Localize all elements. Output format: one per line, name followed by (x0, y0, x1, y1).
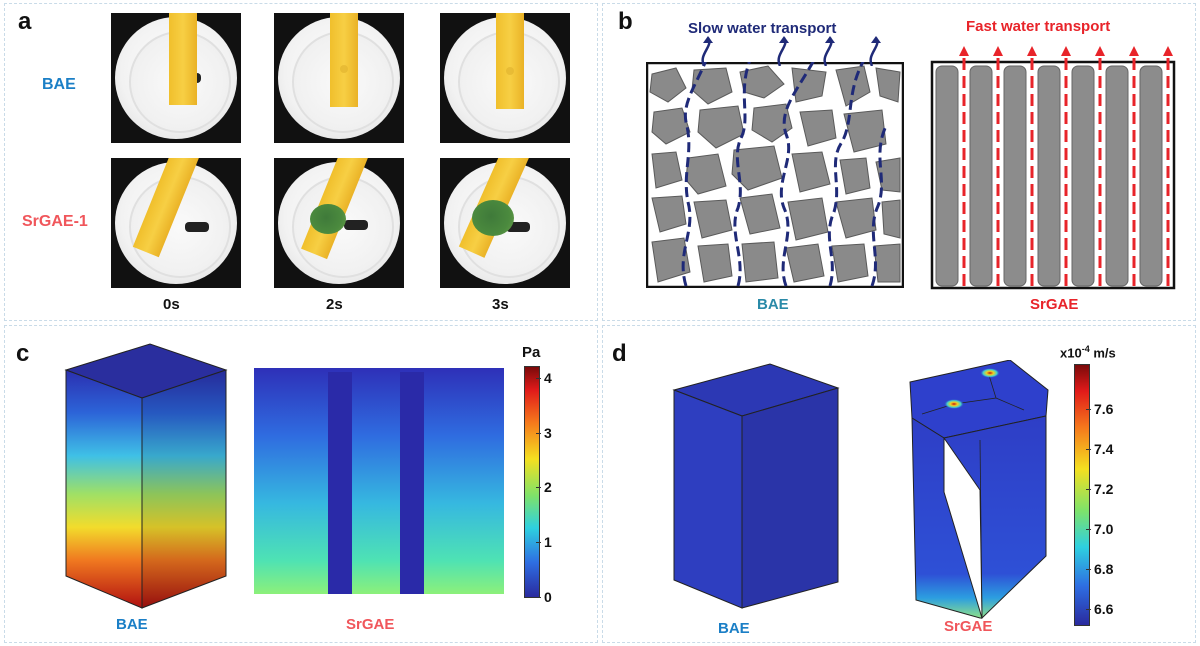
photo-bae-0s (111, 13, 241, 143)
panel-b-label: b (618, 8, 633, 35)
velocity-colorbar-tick-mark (1086, 529, 1091, 530)
photo-bae-2s (274, 13, 404, 143)
slow-transport-label: Slow water transport (688, 20, 837, 37)
velocity-colorbar-tick-mark (1086, 449, 1091, 450)
velocity-colorbar-tick-mark (1086, 409, 1091, 410)
pressure-colorbar-tick-label: 1 (544, 534, 552, 551)
pressure-colorbar-tick-label: 0 (544, 589, 552, 605)
srgae-pressure-section (254, 368, 504, 594)
velocity-unit-tail: m/s (1089, 345, 1116, 361)
velocity-unit-base: x10 (1060, 345, 1082, 361)
pressure-colorbar-unit: Pa (522, 344, 541, 361)
time-label-0s: 0s (163, 296, 180, 313)
panel-c-label: c (16, 340, 30, 367)
pressure-colorbar-tick-label: 3 (544, 424, 552, 441)
velocity-unit-exponent: -4 (1081, 344, 1090, 354)
srgae-channel-schematic (930, 46, 1176, 290)
pressure-colorbar-tick-mark (536, 597, 541, 598)
pressure-colorbar-tick-mark (536, 487, 541, 489)
panel-c (4, 325, 598, 643)
row-label-bae: BAE (42, 76, 76, 93)
pressure-colorbar-tick-label: 4 (544, 369, 552, 386)
velocity-colorbar-tick-label: 7.6 (1094, 401, 1114, 417)
velocity-colorbar-tick-label: 6.8 (1094, 561, 1114, 577)
velocity-colorbar (1074, 364, 1090, 626)
time-label-3s: 3s (492, 296, 509, 313)
row-label-srgae-1: SrGAE-1 (22, 213, 88, 230)
velocity-colorbar-unit: x10-4 m/s (1060, 344, 1116, 360)
pressure-colorbar (524, 366, 540, 598)
bae-schematic-caption: BAE (757, 296, 789, 313)
slow-transport-arrows (701, 36, 881, 66)
velocity-colorbar-tick-mark (1086, 489, 1091, 490)
velocity-colorbar-tick-label: 6.6 (1094, 601, 1114, 617)
panel-d-label: d (612, 340, 627, 367)
srgae-schematic-caption: SrGAE (1030, 296, 1079, 313)
panel-a (4, 3, 598, 321)
velocity-colorbar-tick-mark (1086, 609, 1091, 610)
fast-transport-label: Fast water transport (966, 18, 1111, 35)
bae-velocity-block (672, 363, 840, 609)
pressure-colorbar-tick-label: 2 (544, 479, 552, 496)
panel-b (602, 3, 1196, 321)
velocity-bae-caption: BAE (718, 620, 750, 637)
photo-srgae-2s (274, 158, 404, 288)
panel-d (602, 325, 1196, 643)
pressure-colorbar-tick-mark (536, 432, 541, 434)
bae-pressure-block (64, 343, 228, 609)
velocity-colorbar-tick-label: 7.0 (1094, 521, 1114, 537)
panel-a-label: a (18, 8, 32, 35)
pressure-srgae-caption: SrGAE (346, 616, 395, 633)
photo-srgae-0s (111, 158, 241, 288)
photo-srgae-3s (440, 158, 570, 288)
time-label-2s: 2s (326, 296, 343, 313)
bae-porous-schematic (646, 62, 904, 288)
pressure-bae-caption: BAE (116, 616, 148, 633)
velocity-colorbar-tick-label: 7.4 (1094, 441, 1114, 457)
photo-bae-3s (440, 13, 570, 143)
srgae-velocity-block (909, 360, 1049, 620)
pressure-colorbar-tick-mark (536, 377, 541, 379)
velocity-colorbar-tick-label: 7.2 (1094, 481, 1114, 497)
pressure-colorbar-tick-mark (536, 542, 541, 544)
velocity-srgae-caption: SrGAE (944, 618, 993, 635)
velocity-colorbar-tick-mark (1086, 569, 1091, 570)
